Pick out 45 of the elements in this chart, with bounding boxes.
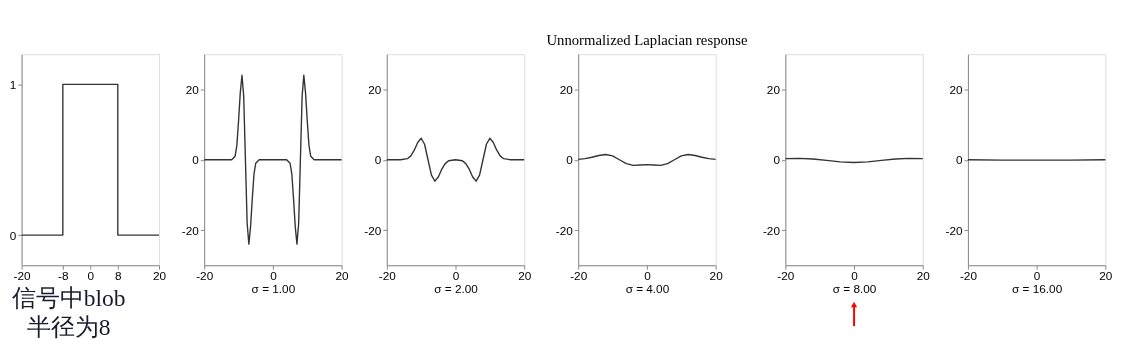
y-tick-label: 20 bbox=[949, 82, 963, 96]
x-tick-label: 0 bbox=[644, 269, 652, 283]
y-tick-label: 0 bbox=[566, 153, 574, 167]
x-tick-label: 0 bbox=[452, 269, 460, 283]
x-axis-title: σ = 16.00 bbox=[1012, 282, 1063, 296]
y-tick-label: 20 bbox=[559, 82, 574, 96]
x-tick-label: 0 bbox=[1033, 269, 1041, 283]
y-tick-label: 20 bbox=[368, 82, 382, 96]
x-tick-label: 20 bbox=[152, 269, 167, 283]
x-tick-label: -20 bbox=[378, 269, 397, 283]
x-tick-label: -20 bbox=[196, 269, 214, 283]
line-series bbox=[386, 137, 525, 182]
x-tick-label: 20 bbox=[1099, 269, 1113, 283]
y-tick-label: 1 bbox=[9, 77, 17, 91]
x-tick-label: 0 bbox=[87, 269, 95, 283]
x-axis-title: σ = 4.00 bbox=[625, 282, 670, 296]
y-tick-label: 20 bbox=[185, 82, 200, 96]
x-tick-label: 0 bbox=[270, 269, 278, 283]
x-tick-label: 8 bbox=[115, 269, 123, 283]
x-tick-label: 20 bbox=[709, 269, 724, 283]
y-tick-label: -20 bbox=[181, 223, 200, 237]
y-tick-label: -20 bbox=[555, 223, 574, 237]
y-tick-label: -20 bbox=[364, 223, 382, 237]
x-axis-title: σ = 1.00 bbox=[251, 282, 296, 296]
x-axis-title: σ = 8.00 bbox=[832, 282, 877, 296]
x-tick-label: -20 bbox=[570, 269, 588, 283]
x-tick-label: 0 bbox=[851, 269, 859, 283]
y-tick-label: 0 bbox=[374, 153, 382, 167]
y-tick-label: 20 bbox=[766, 82, 781, 96]
x-tick-label: -20 bbox=[959, 269, 978, 283]
y-tick-label: 0 bbox=[955, 153, 963, 167]
x-tick-label: -8 bbox=[58, 269, 69, 283]
x-tick-label: -20 bbox=[777, 269, 795, 283]
x-tick-label: 20 bbox=[518, 269, 532, 283]
y-tick-label: -20 bbox=[762, 223, 781, 237]
y-tick-label: 0 bbox=[192, 153, 200, 167]
y-tick-label: -20 bbox=[945, 223, 963, 237]
x-axis-title: σ = 2.00 bbox=[434, 282, 479, 296]
line-series bbox=[203, 74, 343, 245]
text: 信号中blob 半径为8 bbox=[11, 284, 126, 339]
x-tick-label: 20 bbox=[916, 269, 931, 283]
line-series bbox=[577, 153, 717, 167]
chart-title: Unnormalized Laplacian response bbox=[546, 32, 748, 49]
y-tick-label: 0 bbox=[773, 153, 781, 167]
x-tick-label: 20 bbox=[335, 269, 350, 283]
